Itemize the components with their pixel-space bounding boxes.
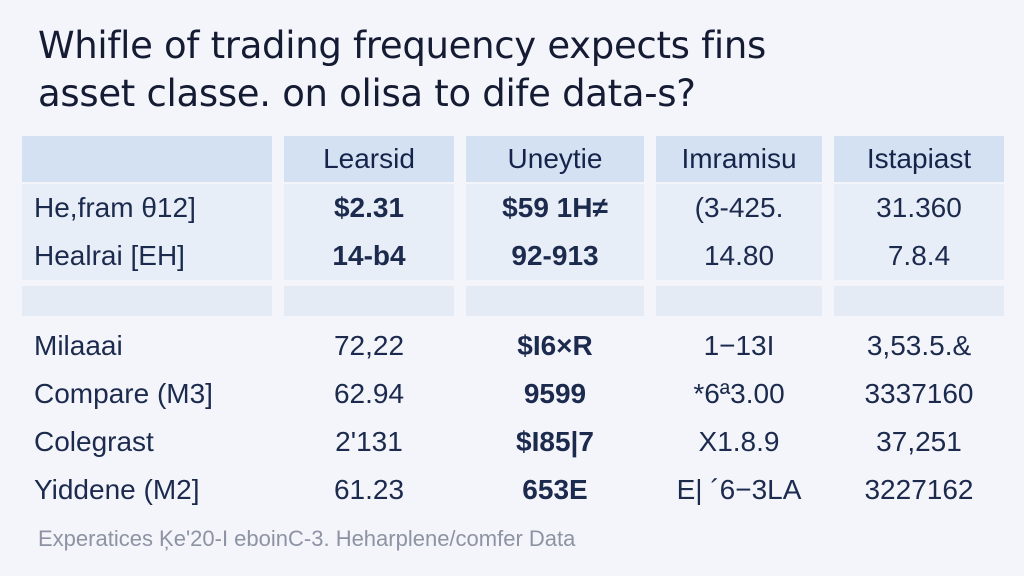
header-cell-istapiast: Istapiast — [834, 136, 1004, 182]
table-header-row: Learsid Uneytie Imramisu Istapiast — [22, 136, 1004, 184]
source-footnote: Experatices Ķе'20-I eboinC-3. Heharplene… — [38, 526, 576, 551]
row-value: 2'131 — [335, 426, 403, 457]
divider-cell — [656, 286, 822, 316]
row-value: 72,22 — [333, 330, 405, 361]
divider-cell — [466, 286, 644, 316]
row-label: Colegrast — [34, 426, 154, 457]
row-label: He,fram θ12] — [22, 184, 272, 232]
title-line-2: asset classe. on olisa to dife data-s? — [38, 72, 696, 115]
table-row: Colegrast 2'131 $I85|7 X1.8.9 37,251 — [22, 418, 998, 466]
header-cell-uneytie: Uneytie — [466, 136, 644, 182]
row-value: 653E — [522, 474, 588, 505]
row-value: 1−13I — [703, 330, 775, 361]
header-cell-empty — [22, 136, 272, 182]
divider-cell — [834, 286, 1004, 316]
title-line-1: Whifle of trading frequency expects fins — [38, 24, 766, 67]
header-cell-learsid: Learsid — [284, 136, 454, 182]
table-row: Healrai [ΕH] 14-b4 92-913 14.80 7.8.4 — [22, 232, 1004, 280]
row-value: 3227162 — [864, 474, 974, 505]
row-value: $59 1H≠ — [466, 184, 644, 232]
row-label: Milaaai — [34, 330, 123, 361]
header-cell-imramisu: Imramisu — [656, 136, 822, 182]
row-value: E| ´6−3LA — [676, 474, 802, 505]
row-value: 14.80 — [656, 232, 822, 280]
table-row: Compare (M3] 62.94 9599 *6ª3.00 3337160 — [22, 370, 998, 418]
row-value: 14-b4 — [284, 232, 454, 280]
divider-cell — [22, 286, 272, 316]
row-value: *6ª3.00 — [693, 378, 785, 409]
row-label: Healrai [ΕH] — [22, 232, 272, 280]
row-value: 3,53.5.& — [866, 330, 972, 361]
divider-cell — [284, 286, 454, 316]
row-value: 92-913 — [466, 232, 644, 280]
row-value: 61.23 — [333, 474, 405, 505]
row-value: 3337160 — [864, 378, 974, 409]
row-value: $2.31 — [284, 184, 454, 232]
table-row: He,fram θ12] $2.31 $59 1H≠ (3-425. 31.36… — [22, 184, 1004, 232]
data-table: Learsid Uneytie Imramisu Istapiast He,fr… — [22, 136, 1004, 514]
row-value: (3-425. — [656, 184, 822, 232]
row-value: 62.94 — [333, 378, 405, 409]
row-label: Compare (M3] — [34, 378, 213, 409]
page-title: Whifle of trading frequency expects fins… — [38, 22, 998, 118]
row-value: 9599 — [523, 378, 587, 409]
row-value: X1.8.9 — [698, 426, 780, 457]
row-value: 7.8.4 — [834, 232, 1004, 280]
table-row: Yiddene (M2] 61.23 653E E| ´6−3LA 322716… — [22, 466, 998, 514]
row-value: 37,251 — [876, 426, 962, 457]
table-divider-row — [22, 286, 1004, 316]
table-row: Milaaai 72,22 $I6×R 1−13I 3,53.5.& — [22, 322, 998, 370]
row-value: $I85|7 — [516, 426, 594, 457]
row-label: Yiddene (M2] — [34, 474, 200, 505]
row-value: $I6×R — [517, 330, 593, 361]
row-value: 31.360 — [834, 184, 1004, 232]
